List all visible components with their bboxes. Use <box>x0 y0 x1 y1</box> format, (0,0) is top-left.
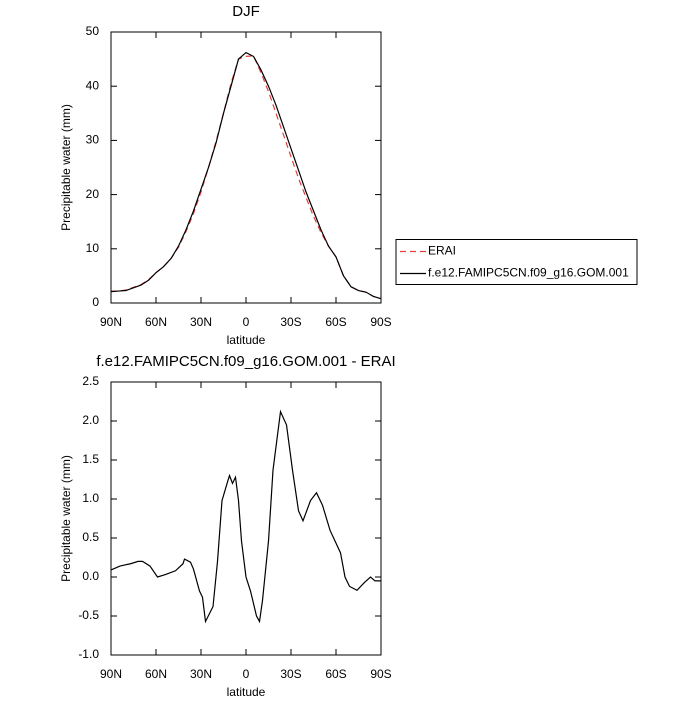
x-tick-label: 60S <box>325 315 346 329</box>
y-tick-label: 0.5 <box>82 530 99 544</box>
x-axis-label: latitude <box>227 685 266 699</box>
legend-label: ERAI <box>428 244 456 258</box>
x-tick-label: 30S <box>280 667 301 681</box>
x-tick-label: 30S <box>280 315 301 329</box>
y-tick-label: 0.0 <box>82 569 99 583</box>
chart-title: DJF <box>232 3 260 20</box>
x-tick-label: 90S <box>370 667 391 681</box>
x-tick-label: 0 <box>243 667 250 681</box>
x-tick-label: 90S <box>370 315 391 329</box>
plot-frame <box>110 31 382 304</box>
y-axis-label: Precipitable water (mm) <box>59 455 73 582</box>
y-tick-label: 10 <box>86 241 100 255</box>
x-tick-label: 60N <box>145 315 167 329</box>
y-tick-label: 30 <box>86 133 100 147</box>
y-tick-label: -0.5 <box>78 608 99 622</box>
data-line <box>110 51 382 300</box>
x-tick-label: 60N <box>145 667 167 681</box>
x-tick-label: 30N <box>190 667 212 681</box>
y-tick-label: 0 <box>92 295 99 309</box>
y-tick-label: 2.5 <box>82 374 99 388</box>
y-tick-label: 20 <box>86 187 100 201</box>
x-tick-label: 90N <box>100 315 122 329</box>
data-line <box>110 409 381 624</box>
y-axis-label: Precipitable water (mm) <box>59 104 73 231</box>
x-axis-label: latitude <box>227 333 266 347</box>
legend-box <box>395 239 638 285</box>
y-tick-label: -1.0 <box>78 647 99 661</box>
y-tick-label: 50 <box>86 24 100 38</box>
x-tick-label: 60S <box>325 667 346 681</box>
x-tick-label: 0 <box>243 315 250 329</box>
y-tick-label: 1.0 <box>82 491 99 505</box>
y-tick-label: 2.0 <box>82 413 99 427</box>
legend-label: f.e12.FAMIPC5CN.f09_g16.GOM.001 <box>428 266 629 280</box>
chart-title: f.e12.FAMIPC5CN.f09_g16.GOM.001 - ERAI <box>96 353 395 370</box>
x-tick-label: 30N <box>190 315 212 329</box>
y-tick-label: 40 <box>86 78 100 92</box>
plot-frame <box>110 381 382 656</box>
x-tick-label: 90N <box>100 667 122 681</box>
y-tick-label: 1.5 <box>82 452 99 466</box>
